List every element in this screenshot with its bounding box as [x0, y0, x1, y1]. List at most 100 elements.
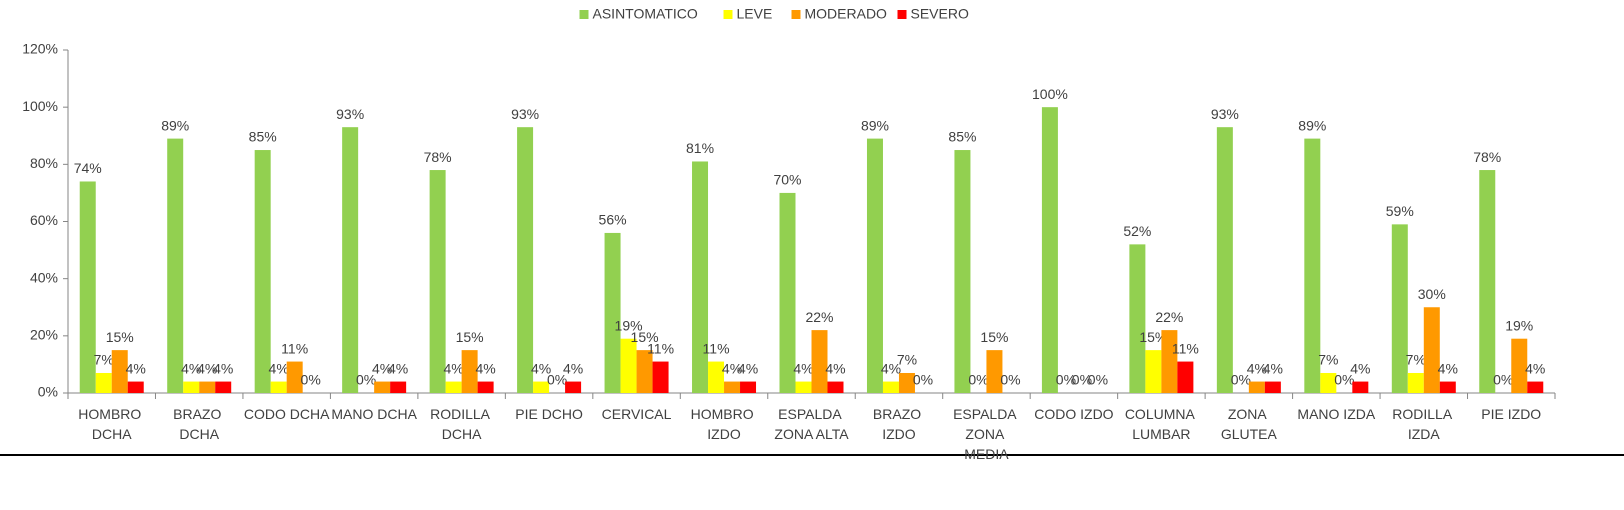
legend-swatch — [579, 10, 589, 19]
data-label: 4% — [531, 360, 551, 376]
data-label: 7% — [897, 352, 917, 368]
legend-label: SEVERO — [911, 6, 969, 22]
x-tick-label: HOMBRO IZDO — [691, 406, 758, 442]
data-label: 4% — [269, 360, 289, 376]
data-label: 70% — [773, 172, 801, 188]
x-tick-label: RODILLA DCHA — [430, 406, 493, 442]
bar — [79, 181, 96, 393]
data-label: 4% — [1438, 360, 1458, 376]
bar — [811, 330, 828, 393]
legend-label: LEVE — [737, 6, 773, 22]
bar — [1391, 224, 1408, 393]
bar — [215, 381, 232, 393]
bar — [1511, 338, 1528, 393]
x-tick-label: ZONA GLUTEA — [1221, 406, 1278, 442]
data-label: 0% — [1334, 372, 1354, 388]
bar — [827, 381, 844, 393]
bar — [270, 381, 287, 393]
bar — [652, 361, 669, 393]
data-label: 0% — [547, 372, 567, 388]
bar — [795, 381, 812, 393]
data-label: 7% — [1406, 352, 1426, 368]
bar — [429, 170, 446, 393]
bar — [1423, 307, 1440, 393]
data-label: 0% — [913, 372, 933, 388]
x-tick-label: ESPALDA ZONA ALTA — [774, 406, 849, 442]
bar — [866, 138, 883, 393]
data-label: 0% — [356, 372, 376, 388]
data-label: 0% — [1056, 372, 1076, 388]
bar — [533, 381, 550, 393]
bar — [95, 372, 112, 393]
data-label: 93% — [511, 106, 539, 122]
bar — [461, 350, 478, 393]
data-label: 59% — [1386, 203, 1414, 219]
bar — [565, 381, 582, 393]
bar — [620, 338, 637, 393]
data-label: 4% — [126, 360, 146, 376]
data-label: 4% — [372, 360, 392, 376]
data-label: 7% — [1318, 352, 1338, 368]
bar — [1041, 107, 1058, 394]
bar — [199, 381, 216, 393]
bar — [1352, 381, 1369, 393]
legend-swatch — [791, 10, 801, 19]
data-label: 15% — [631, 329, 659, 345]
data-label: 100% — [1032, 86, 1068, 102]
bar — [1407, 372, 1424, 393]
data-label: 4% — [1525, 360, 1545, 376]
y-tick-label: 40% — [30, 269, 58, 285]
x-tick-label: MANO DCHA — [331, 406, 417, 422]
bar — [477, 381, 494, 393]
bar — [517, 127, 534, 394]
bar — [604, 232, 621, 393]
data-label: 56% — [599, 212, 627, 228]
x-tick-label: BRAZO DCHA — [173, 406, 225, 442]
x-tick-label: BRAZO IZDO — [873, 406, 925, 442]
data-label: 0% — [1493, 372, 1513, 388]
data-label: 74% — [74, 160, 102, 176]
data-label: 4% — [444, 360, 464, 376]
bar — [127, 381, 144, 393]
data-label: 4% — [793, 360, 813, 376]
data-label: 19% — [615, 317, 643, 333]
bar — [779, 192, 796, 393]
data-label: 30% — [1418, 286, 1446, 302]
y-tick-label: 0% — [38, 384, 58, 400]
y-tick-label: 120% — [22, 41, 58, 57]
bar — [898, 372, 915, 393]
bar — [692, 161, 709, 393]
data-label: 22% — [1155, 309, 1183, 325]
data-label: 11% — [703, 340, 730, 356]
y-tick-label: 80% — [30, 155, 58, 171]
data-label: 4% — [476, 360, 496, 376]
bar — [636, 350, 653, 393]
bar — [1439, 381, 1456, 393]
x-tick-label: CODO DCHA — [244, 406, 330, 422]
bar — [1527, 381, 1544, 393]
bar — [254, 150, 271, 393]
data-label: 11% — [1172, 340, 1199, 356]
y-tick-label: 20% — [30, 327, 58, 343]
data-label: 81% — [686, 140, 714, 156]
data-label: 7% — [94, 352, 114, 368]
data-label: 4% — [825, 360, 845, 376]
x-tick-label: COLUMNA LUMBAR — [1125, 406, 1198, 442]
bar — [111, 350, 128, 393]
bar — [708, 361, 725, 393]
y-tick-label: 60% — [30, 212, 58, 228]
data-label: 11% — [281, 340, 308, 356]
bar — [167, 138, 184, 393]
bar — [954, 150, 971, 393]
data-label: 4% — [1350, 360, 1370, 376]
bar — [740, 381, 757, 393]
data-label: 4% — [1247, 360, 1267, 376]
data-label: 0% — [968, 372, 988, 388]
bar — [1129, 244, 1146, 393]
data-label: 0% — [1231, 372, 1251, 388]
data-label: 15% — [456, 329, 484, 345]
data-label: 0% — [301, 372, 321, 388]
data-label: 15% — [1139, 329, 1167, 345]
legend-label: MODERADO — [805, 6, 888, 22]
data-label: 89% — [161, 117, 189, 133]
